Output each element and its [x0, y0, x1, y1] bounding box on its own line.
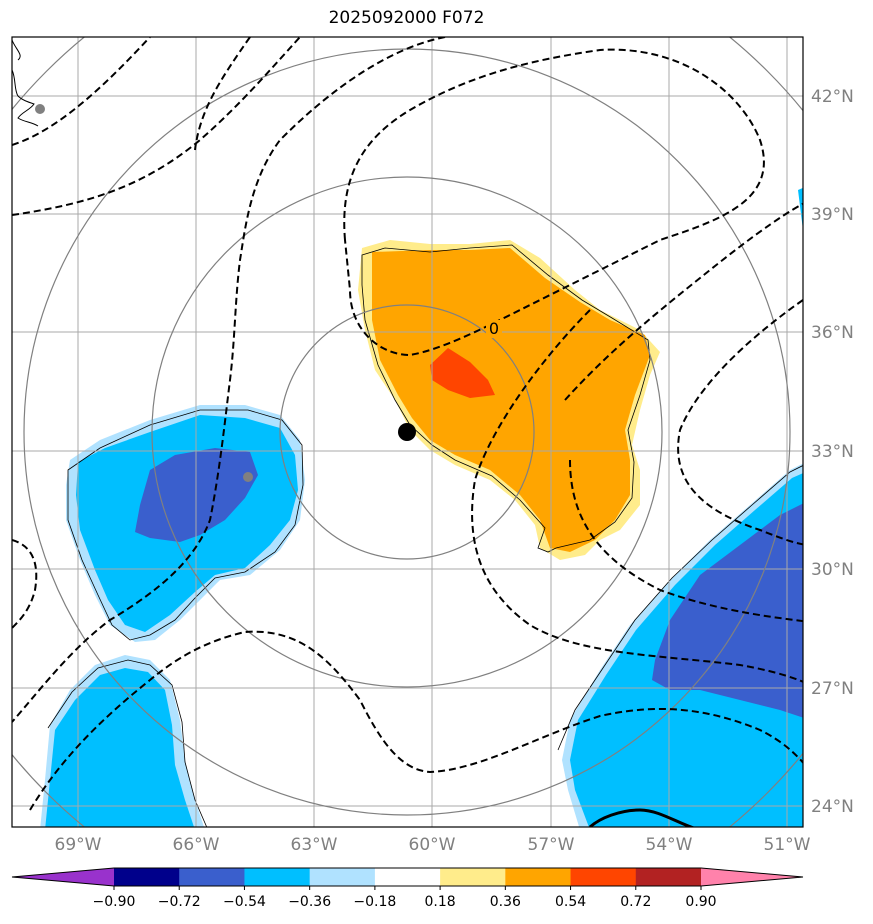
negative-region-ne — [798, 187, 803, 230]
colorbar-labels: −0.90 −0.72 −0.54 −0.36 −0.18 0.18 0.36 0.54 0.7… — [93, 886, 717, 910]
coast-marker — [35, 104, 45, 114]
lon-label: 63°W — [291, 835, 338, 855]
map-title: 2025092000 F072 — [328, 8, 485, 28]
colorbar-label: 0.18 — [425, 894, 456, 910]
lon-label: 69°W — [55, 835, 102, 855]
zero-outlines — [47, 244, 803, 827]
colorbar-label: −0.54 — [223, 894, 266, 910]
map-figure: 0 69°W 66°W 63°W 60°W 57°W 54°W 51°W 42°… — [11, 36, 854, 855]
colorbar-segment — [179, 868, 245, 886]
colorbar-segment — [244, 868, 311, 886]
colorbar-segment — [570, 868, 637, 886]
colorbar-label: 0.90 — [685, 894, 716, 910]
shaded-fields — [40, 187, 803, 827]
positive-region-orange — [372, 248, 650, 552]
lon-label: 60°W — [409, 835, 456, 855]
lat-label: 39°N — [811, 205, 854, 225]
dashed-contours — [12, 37, 803, 811]
positive-region-red — [430, 348, 495, 398]
colorbar-label: −0.36 — [288, 894, 331, 910]
colorbar-label: −0.90 — [93, 894, 136, 910]
colorbar-segment — [505, 868, 572, 886]
colorbar-segment — [309, 868, 376, 886]
lat-label: 24°N — [811, 797, 854, 817]
lat-label: 42°N — [811, 87, 854, 107]
solid-contour — [588, 808, 696, 827]
negative-region-sw-blue — [45, 668, 194, 827]
colorbar-label: 0.72 — [620, 894, 651, 910]
lon-label: 66°W — [173, 835, 220, 855]
map-frame — [11, 36, 804, 828]
lat-label: 30°N — [811, 560, 854, 580]
colorbar-segment — [114, 868, 180, 886]
latitude-labels: 42°N 39°N 36°N 33°N 30°N 27°N 24°N — [811, 87, 854, 817]
colorbar-segment — [635, 868, 702, 886]
secondary-marker — [243, 472, 253, 482]
colorbar-label: 0.36 — [490, 894, 521, 910]
lon-label: 51°W — [764, 835, 811, 855]
colorbar-label: −0.72 — [158, 894, 201, 910]
graticule — [12, 37, 803, 827]
longitude-labels: 69°W 66°W 63°W 60°W 57°W 54°W 51°W — [55, 835, 811, 855]
contour-label: 0 — [489, 319, 499, 338]
colorbar-segments — [11, 867, 804, 887]
colorbar-label: 0.54 — [555, 894, 586, 910]
coastline — [12, 37, 39, 127]
colorbar-segment — [440, 868, 506, 886]
lat-label: 33°N — [811, 442, 854, 462]
negative-region-se-dark — [652, 503, 803, 718]
colorbar-extend-high — [701, 868, 803, 886]
colorbar: −0.90 −0.72 −0.54 −0.36 −0.18 0.18 0.36 0.54 0.7… — [11, 867, 804, 910]
colorbar-segment — [374, 868, 441, 886]
lat-label: 36°N — [811, 323, 854, 343]
lon-label: 54°W — [646, 835, 693, 855]
colorbar-extend-low — [12, 868, 114, 886]
storm-center-marker — [398, 423, 416, 441]
lat-label: 27°N — [811, 679, 854, 699]
lon-label: 57°W — [528, 835, 575, 855]
colorbar-label: −0.18 — [353, 894, 396, 910]
